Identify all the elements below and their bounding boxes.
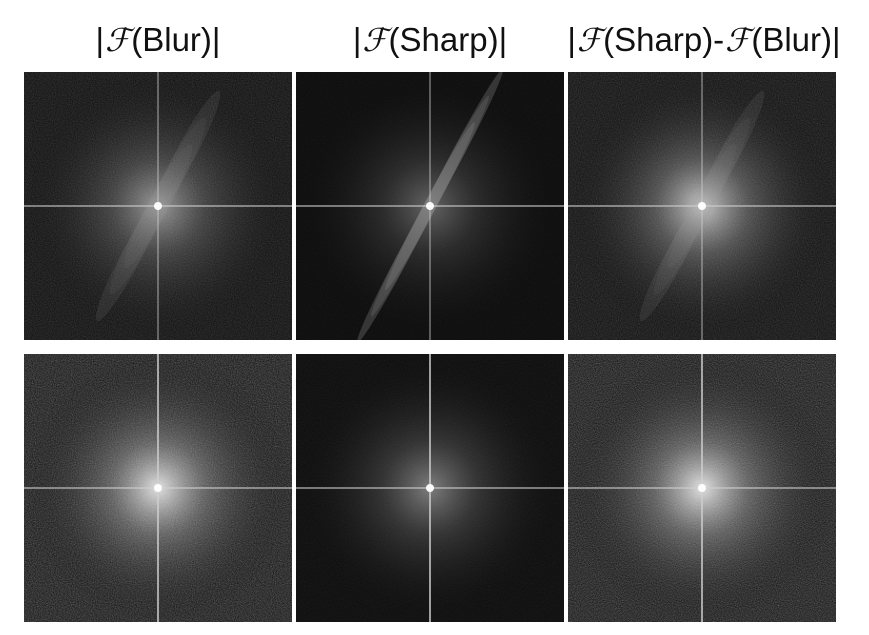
- diagonal-streaks: [639, 91, 765, 321]
- dc-peak: [426, 202, 434, 210]
- dc-peak: [154, 202, 162, 210]
- header-post: (Blur)|: [751, 21, 841, 58]
- column-header-blur: | ℱ (Blur)|: [24, 12, 292, 68]
- spectrum-image: [568, 72, 836, 340]
- spectrum-image: [24, 354, 292, 622]
- diagonal-streaks: [356, 72, 504, 340]
- dc-peak: [698, 484, 706, 492]
- fourier-symbol: ℱ: [105, 21, 131, 59]
- dc-peak: [698, 202, 706, 210]
- spectrum-image: [296, 354, 564, 622]
- header-post: (Blur)|: [131, 21, 221, 58]
- spectrum-image: [568, 354, 836, 622]
- header-pre: |: [95, 21, 105, 58]
- spectrum-image: [24, 72, 292, 340]
- fourier-symbol-2: ℱ: [725, 21, 751, 59]
- header-pre: |: [567, 21, 576, 58]
- fourier-symbol: ℱ: [576, 21, 603, 59]
- spectrum-difference-row1: [568, 72, 836, 340]
- spectrum-sharp-row1: [296, 72, 564, 340]
- header-mid: (Sharp)-: [603, 21, 725, 58]
- header-pre: |: [352, 21, 362, 58]
- spectrum-sharp-row2: [296, 354, 564, 622]
- spectrum-blur-row2: [24, 354, 292, 622]
- header-post: (Sharp)|: [388, 21, 508, 58]
- column-header-sharp: | ℱ (Sharp)|: [296, 12, 564, 68]
- spectrum-blur-row1: [24, 72, 292, 340]
- column-header-difference: | ℱ (Sharp)- ℱ (Blur)|: [548, 12, 860, 68]
- spectrum-difference-row2: [568, 354, 836, 622]
- dc-peak: [154, 484, 162, 492]
- fourier-symbol: ℱ: [362, 21, 388, 59]
- dc-peak: [426, 484, 434, 492]
- spectrum-image: [296, 72, 564, 340]
